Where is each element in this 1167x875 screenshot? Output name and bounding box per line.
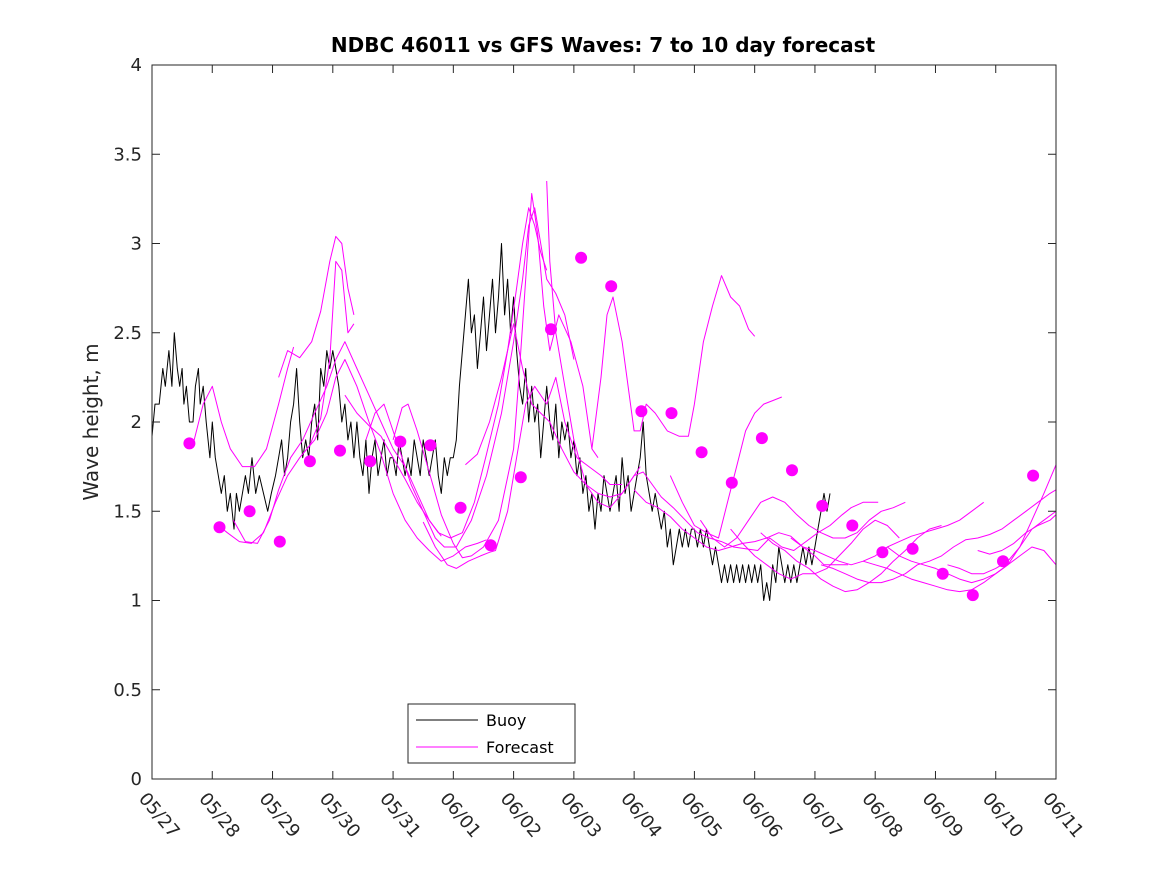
forecast-marker [243,505,256,518]
chart-title: NDBC 46011 vs GFS Waves: 7 to 10 day for… [331,33,876,57]
forecast-marker [545,323,557,336]
forecast-marker [725,476,738,489]
forecast-series-line [820,489,1056,584]
forecast-marker [786,464,798,477]
y-tick-label: 4 [131,55,142,76]
forecast-marker [303,455,316,468]
forecast-marker [997,555,1009,568]
y-tick-label: 0 [131,769,142,790]
forecast-marker [906,542,919,555]
forecast-marker [876,546,889,559]
forecast-marker [936,567,949,580]
axes-background [152,65,1056,779]
forecast-marker [454,501,467,514]
y-tick-label: 1 [131,591,142,612]
forecast-series-line [465,323,641,498]
buoy-series-line [152,243,831,601]
forecast-marker [575,251,588,264]
forecast-series-line [699,496,906,548]
y-tick-label: 1.5 [113,501,142,522]
legend-buoy-label: Buoy [486,711,526,730]
forecast-marker [816,499,829,512]
forecast-marker [424,439,437,452]
forecast-marker [1027,469,1040,482]
data-layer [152,180,1056,602]
forecast-marker [183,437,196,450]
forecast-marker [394,435,407,448]
forecast-series-line [977,514,1056,555]
forecast-marker [755,432,768,445]
forecast-series-line [591,275,756,449]
legend-box [407,703,576,764]
forecast-series-line [392,193,599,559]
forecast-marker [966,589,979,602]
y-tick-label: 3 [131,234,142,255]
forecast-marker [665,407,678,420]
forecast-series-line [302,359,487,562]
forecast-marker [273,535,286,548]
forecast-marker [635,405,648,418]
forecast-marker [605,280,618,293]
forecast-marker [514,471,527,484]
forecast-marker [364,455,377,468]
forecast-series-line [887,510,1056,584]
plot-area [151,64,1057,780]
legend: Buoy Forecast [407,703,576,764]
y-tick-label: 0.5 [113,680,142,701]
forecast-series-line [344,207,548,539]
forecast-series-line [422,376,623,569]
y-tick-label: 2 [131,412,142,433]
forecast-marker [334,444,346,457]
y-tick-label: 3.5 [113,144,142,165]
forecast-marker [695,446,708,459]
forecast-series-line [278,235,355,378]
forecast-marker [213,521,226,534]
y-axis-label: Wave height, m [79,343,103,500]
forecast-marker [846,519,859,532]
forecast-series-line [217,260,355,544]
forecast-series-line [187,346,295,468]
y-axis-ticks: 0 0.5 1 1.5 2 2.5 3 3.5 4 [113,55,1056,790]
y-tick-label: 2.5 [113,323,142,344]
forecast-marker [484,539,497,552]
forecast-series-line [546,180,879,551]
forecast-series-line [862,546,1056,593]
legend-forecast-label: Forecast [486,738,554,757]
